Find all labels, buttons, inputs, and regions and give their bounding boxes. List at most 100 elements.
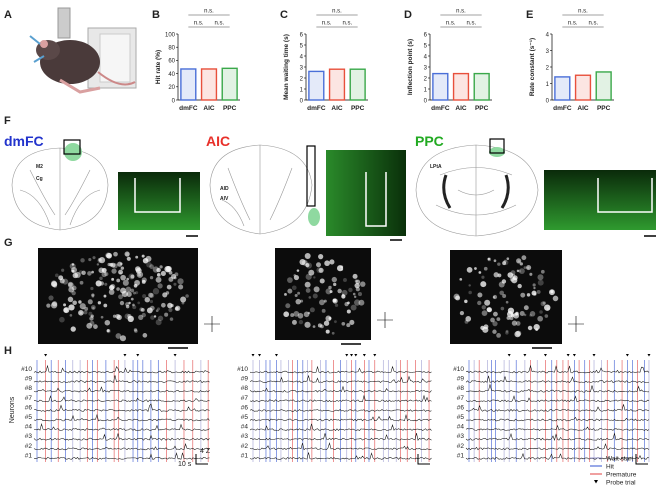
cell (54, 273, 59, 278)
cell (86, 322, 93, 329)
cell (116, 287, 120, 291)
cell (308, 269, 315, 276)
trace (465, 432, 650, 442)
neuron-label: #2 (241, 443, 249, 450)
cell (99, 276, 103, 281)
cell (487, 257, 491, 261)
cell (319, 299, 325, 306)
cell (309, 307, 315, 313)
x-tick-label: dmFC (553, 105, 572, 112)
y-tick-label: 40 (168, 72, 175, 78)
x-tick-label: AIC (203, 105, 215, 112)
cell (120, 274, 126, 281)
cell (50, 302, 58, 309)
cell (82, 307, 85, 310)
probe-marker (566, 354, 570, 357)
panel-label: E (526, 9, 533, 21)
cell (321, 308, 326, 313)
cell (539, 310, 543, 314)
cell (167, 302, 173, 309)
cell (141, 254, 145, 258)
cell (325, 329, 330, 334)
trace (249, 442, 432, 451)
cell (146, 261, 152, 268)
cell (164, 265, 171, 273)
region-label: PPC (415, 133, 444, 149)
micrograph (544, 170, 656, 230)
neuron-label: #7 (241, 395, 249, 402)
cell (492, 329, 497, 334)
cell (480, 281, 487, 288)
cell (134, 329, 138, 333)
trace (33, 375, 210, 383)
cell (78, 300, 82, 304)
cell (132, 305, 137, 310)
cell (493, 311, 498, 317)
cell (487, 257, 492, 262)
cell (105, 252, 112, 259)
cell (523, 305, 529, 311)
cell (523, 313, 527, 317)
calcium-image (275, 248, 371, 340)
cell (156, 267, 161, 273)
cell (333, 282, 337, 287)
cell (125, 286, 132, 293)
neuron-label: #3 (457, 433, 465, 440)
legend-label: Hit (606, 463, 614, 470)
cell (165, 291, 170, 295)
cell (341, 289, 348, 296)
cell (312, 293, 318, 299)
significance-label: n.s. (446, 21, 456, 27)
cell (132, 303, 135, 307)
cell (171, 273, 177, 279)
cell (492, 321, 498, 327)
cell (142, 258, 149, 264)
cell (331, 331, 335, 335)
cell (126, 277, 130, 281)
cell (180, 296, 187, 303)
probe-marker (523, 354, 527, 357)
cell (355, 279, 361, 285)
cell (536, 289, 541, 294)
cell (124, 313, 131, 320)
cell (505, 331, 509, 335)
cell (70, 326, 76, 332)
cell (283, 311, 290, 318)
cell (125, 304, 130, 309)
cell (304, 321, 311, 328)
cell (331, 276, 337, 283)
cell (174, 306, 179, 311)
cell (318, 267, 324, 273)
cell (104, 282, 108, 286)
cell (159, 265, 163, 269)
cell (459, 310, 465, 316)
cell (510, 270, 516, 276)
cell (542, 301, 546, 305)
cell (550, 290, 554, 294)
bar (308, 70, 325, 101)
cell (90, 305, 96, 310)
trace (249, 452, 432, 460)
cell (352, 273, 358, 279)
cell (287, 288, 293, 294)
cell (323, 299, 327, 303)
cell (496, 317, 501, 322)
cell (540, 269, 545, 274)
neuron-label: #9 (457, 376, 465, 383)
cell (319, 278, 325, 284)
probe-marker (647, 354, 651, 357)
neuron-label: #6 (25, 404, 33, 411)
cell (156, 273, 161, 277)
cell (81, 270, 86, 276)
cell (135, 255, 139, 259)
bar (328, 68, 346, 101)
bar (452, 72, 470, 101)
cell (142, 294, 147, 299)
cell (293, 310, 300, 317)
cell (178, 284, 184, 290)
cell (98, 257, 106, 264)
y-tick-label: 1 (546, 82, 550, 88)
cell (152, 266, 160, 273)
y-tick-label: 4 (300, 54, 304, 60)
neuron-label: #3 (25, 433, 33, 440)
